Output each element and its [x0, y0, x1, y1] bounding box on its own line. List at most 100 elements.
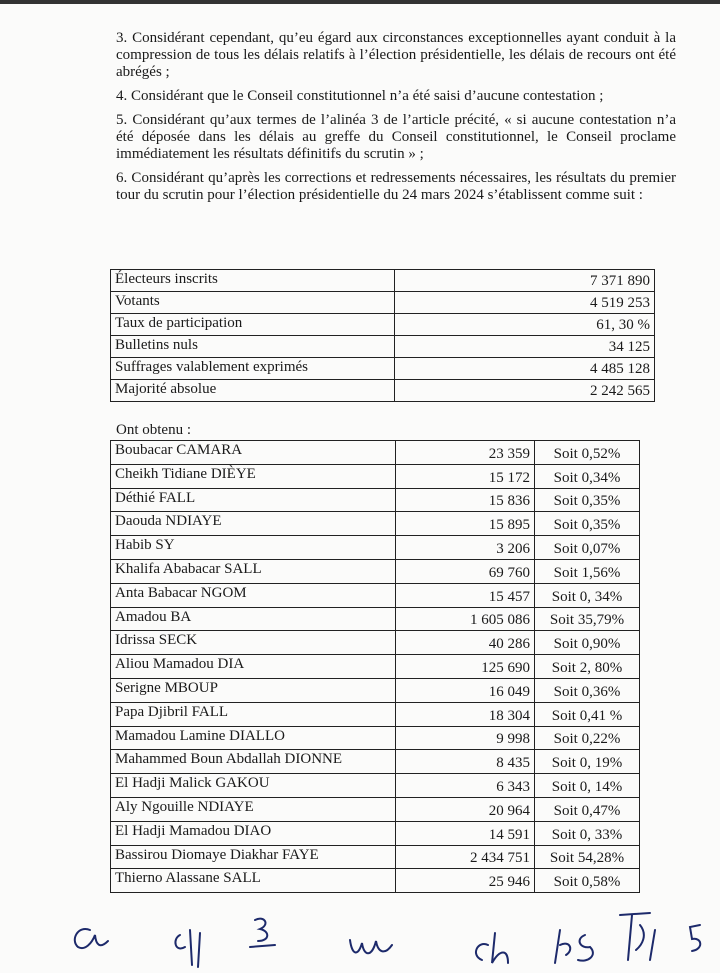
- initial-3: [249, 917, 276, 948]
- candidate-name: Daouda NDIAYE: [110, 511, 396, 537]
- summary-row: Votants 4 519 253: [110, 291, 655, 314]
- candidate-name: Déthié FALL: [110, 487, 396, 513]
- candidate-votes: 15 836: [395, 487, 535, 513]
- candidate-votes: 18 304: [395, 701, 535, 727]
- candidate-row: Thierno Alassane SALL 25 946 Soit 0,58%: [110, 868, 640, 894]
- candidate-row: Idrissa SECK 40 286 Soit 0,90%: [110, 630, 640, 656]
- candidate-percent: Soit 0, 34%: [534, 582, 640, 608]
- candidate-name: Idrissa SECK: [110, 630, 396, 656]
- candidate-votes: 15 895: [395, 511, 535, 537]
- candidate-name: El Hadji Mamadou DIAO: [110, 820, 396, 846]
- candidate-name: Bassirou Diomaye Diakhar FAYE: [110, 844, 396, 870]
- candidates-table: Boubacar CAMARA 23 359 Soit 0,52% Cheikh Ti…: [110, 440, 640, 894]
- summary-value: 61, 30 %: [394, 313, 655, 336]
- candidate-name: Cheikh Tidiane DIÈYE: [110, 463, 396, 489]
- candidate-row: Cheikh Tidiane DIÈYE 15 172 Soit 0,34%: [110, 463, 640, 489]
- candidate-votes: 9 998: [395, 725, 535, 751]
- candidate-row: Mamadou Lamine DIALLO 9 998 Soit 0,22%: [110, 725, 640, 751]
- candidate-percent: Soit 0,90%: [534, 630, 640, 656]
- candidate-votes: 16 049: [395, 677, 535, 703]
- candidate-row: El Hadji Malick GAKOU 6 343 Soit 0, 14%: [110, 773, 640, 798]
- candidate-name: Thierno Alassane SALL: [110, 868, 396, 894]
- summary-label: Taux de participation: [110, 313, 395, 336]
- candidate-percent: Soit 0, 19%: [534, 749, 640, 775]
- candidate-votes: 15 172: [395, 463, 535, 489]
- candidate-percent: Soit 0,47%: [534, 796, 640, 822]
- initial-8: [688, 924, 702, 952]
- initial-2: [174, 929, 201, 968]
- summary-label: Suffrages valablement exprimés: [110, 357, 395, 380]
- candidate-percent: Soit 0,36%: [534, 677, 640, 703]
- summary-value: 2 242 565: [394, 379, 655, 402]
- initials-signatures: [73, 912, 702, 968]
- summary-label: Bulletins nuls: [110, 335, 395, 358]
- candidate-votes: 14 591: [395, 820, 535, 846]
- candidate-row: Papa Djibril FALL 18 304 Soit 0,41 %: [110, 701, 640, 727]
- candidate-name: Boubacar CAMARA: [110, 440, 396, 465]
- considerants: 3. Considérant cependant, qu’eu égard au…: [116, 30, 676, 211]
- initial-7: [619, 912, 656, 961]
- candidate-name: Mamadou Lamine DIALLO: [110, 725, 396, 751]
- candidate-row: Khalifa Ababacar SALL 69 760 Soit 1,56%: [110, 558, 640, 584]
- candidate-percent: Soit 0,35%: [534, 487, 640, 513]
- candidate-percent: Soit 0,41 %: [534, 701, 640, 727]
- summary-label: Votants: [110, 291, 395, 314]
- candidate-percent: Soit 2, 80%: [534, 654, 640, 679]
- candidate-name: Anta Babacar NGOM: [110, 582, 396, 608]
- candidate-name: Amadou BA: [110, 606, 396, 632]
- candidate-percent: Soit 0, 14%: [534, 773, 640, 798]
- candidate-name: Aliou Mamadou DIA: [110, 654, 396, 679]
- initial-4: [349, 939, 393, 955]
- considerant-3: 3. Considérant cependant, qu’eu égard au…: [116, 30, 676, 80]
- ont-obtenu-label: Ont obtenu :: [116, 422, 191, 438]
- candidate-votes: 25 946: [395, 868, 535, 894]
- candidate-name: Mahammed Boun Abdallah DIONNE: [110, 749, 396, 775]
- summary-row: Bulletins nuls 34 125: [110, 335, 655, 358]
- candidate-row: Anta Babacar NGOM 15 457 Soit 0, 34%: [110, 582, 640, 608]
- considerant-5: 5. Considérant qu’aux termes de l’alinéa…: [116, 112, 676, 162]
- summary-row: Taux de participation 61, 30 %: [110, 313, 655, 336]
- candidate-row: Aly Ngouille NDIAYE 20 964 Soit 0,47%: [110, 796, 640, 822]
- summary-table: Électeurs inscrits 7 371 890 Votants 4 519 …: [110, 269, 655, 402]
- initial-1: [73, 928, 109, 949]
- summary-row: Suffrages valablement exprimés 4 485 128: [110, 357, 655, 380]
- considerant-4: 4. Considérant que le Conseil constituti…: [116, 88, 604, 104]
- candidate-name: Papa Djibril FALL: [110, 701, 396, 727]
- summary-label: Majorité absolue: [110, 379, 395, 402]
- candidate-name: Khalifa Ababacar SALL: [110, 558, 396, 584]
- candidate-row: Amadou BA 1 605 086 Soit 35,79%: [110, 606, 640, 632]
- summary-value: 4 519 253: [394, 291, 655, 314]
- candidate-percent: Soit 0,35%: [534, 511, 640, 537]
- summary-value: 7 371 890: [394, 269, 655, 292]
- candidate-name: Aly Ngouille NDIAYE: [110, 796, 396, 822]
- candidate-row: Habib SY 3 206 Soit 0,07%: [110, 535, 640, 560]
- summary-value: 34 125: [394, 335, 655, 358]
- candidate-row: Bassirou Diomaye Diakhar FAYE 2 434 751 So…: [110, 844, 640, 870]
- candidate-name: Serigne MBOUP: [110, 677, 396, 703]
- candidate-percent: Soit 1,56%: [534, 558, 640, 584]
- candidate-votes: 40 286: [395, 630, 535, 656]
- candidate-row: Boubacar CAMARA 23 359 Soit 0,52%: [110, 440, 640, 465]
- candidate-votes: 20 964: [395, 796, 535, 822]
- candidate-percent: Soit 0,34%: [534, 463, 640, 489]
- summary-row: Majorité absolue 2 242 565: [110, 379, 655, 402]
- summary-row: Électeurs inscrits 7 371 890: [110, 269, 655, 292]
- candidate-votes: 6 343: [395, 773, 535, 798]
- candidate-votes: 2 434 751: [395, 844, 535, 870]
- summary-value: 4 485 128: [394, 357, 655, 380]
- candidate-votes: 1 605 086: [395, 606, 535, 632]
- initial-5: [475, 932, 509, 964]
- candidate-votes: 69 760: [395, 558, 535, 584]
- candidate-percent: Soit 35,79%: [534, 606, 640, 632]
- candidate-row: Serigne MBOUP 16 049 Soit 0,36%: [110, 677, 640, 703]
- candidate-percent: Soit 0, 33%: [534, 820, 640, 846]
- candidate-percent: Soit 0,07%: [534, 535, 640, 560]
- candidate-row: Déthié FALL 15 836 Soit 0,35%: [110, 487, 640, 513]
- candidate-name: Habib SY: [110, 535, 396, 560]
- candidate-votes: 8 435: [395, 749, 535, 775]
- candidate-row: El Hadji Mamadou DIAO 14 591 Soit 0, 33%: [110, 820, 640, 846]
- candidate-percent: Soit 0,22%: [534, 725, 640, 751]
- initial-6: [554, 929, 594, 964]
- candidate-row: Mahammed Boun Abdallah DIONNE 8 435 Soit 0…: [110, 749, 640, 775]
- candidate-name: El Hadji Malick GAKOU: [110, 773, 396, 798]
